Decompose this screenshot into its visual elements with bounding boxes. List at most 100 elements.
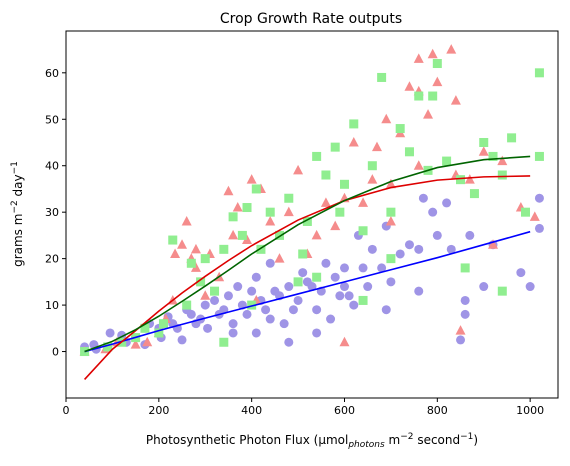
data-point-circle	[525, 282, 535, 292]
data-point-square	[293, 277, 303, 287]
data-point-square	[404, 147, 414, 157]
plot-frame	[65, 30, 559, 399]
data-point-square	[228, 212, 238, 222]
data-point-circle	[446, 244, 456, 254]
data-point-square	[497, 170, 507, 180]
data-point-square	[349, 119, 359, 129]
data-point-square	[312, 151, 322, 161]
data-point-square	[321, 170, 331, 180]
x-tick-label: 400	[241, 404, 262, 417]
data-point-triangle	[478, 146, 489, 156]
x-tick-label: 200	[148, 404, 169, 417]
data-point-square	[80, 347, 90, 357]
data-point-circle	[363, 282, 373, 292]
data-point-triangle	[246, 174, 257, 184]
plot-area	[79, 44, 544, 380]
data-point-triangle	[283, 206, 294, 217]
data-point-triangle	[311, 229, 322, 240]
data-point-circle	[312, 328, 322, 338]
data-point-circle	[200, 300, 210, 310]
data-point-circle	[339, 282, 349, 292]
data-point-circle	[326, 314, 336, 324]
data-point-square	[219, 244, 229, 254]
data-point-circle	[251, 272, 261, 282]
data-point-circle	[261, 305, 271, 315]
data-point-circle	[177, 335, 187, 345]
data-point-triangle	[358, 197, 369, 207]
data-point-square	[386, 207, 396, 217]
data-point-square	[186, 258, 196, 268]
data-point-square	[358, 295, 368, 305]
y-tick-label: 0	[52, 346, 59, 359]
data-point-square	[414, 91, 424, 101]
data-point-triangle	[265, 215, 276, 226]
data-point-circle	[404, 240, 414, 250]
y-axis-label-superscript: −2	[10, 200, 20, 213]
data-point-square	[219, 337, 229, 347]
data-point-triangle	[228, 229, 239, 240]
data-point-square	[247, 300, 257, 310]
data-point-triangle	[130, 339, 141, 349]
data-point-triangle	[200, 290, 211, 300]
fit-curve-line	[84, 230, 531, 353]
data-point-circle	[284, 337, 294, 347]
data-point-triangle	[223, 185, 234, 196]
data-point-triangle	[455, 325, 466, 335]
data-point-circle	[367, 244, 377, 254]
y-axis: 0 10 20 30 40 50 60	[45, 67, 66, 359]
data-point-square	[140, 323, 150, 333]
data-point-triangle	[348, 136, 359, 147]
data-point-circle	[349, 300, 359, 310]
data-point-circle	[210, 295, 220, 305]
data-point-circle	[251, 328, 261, 338]
data-point-square	[275, 230, 285, 240]
data-point-circle	[307, 282, 317, 292]
data-point-square	[507, 133, 517, 143]
y-axis-label-main: grams m	[11, 214, 25, 267]
data-point-triangle	[367, 174, 378, 184]
data-point-square	[158, 319, 168, 329]
data-point-triangle	[330, 220, 341, 231]
data-point-triangle	[242, 234, 253, 245]
data-point-square	[367, 161, 377, 171]
data-point-triangle	[450, 95, 461, 105]
data-point-triangle	[385, 178, 396, 189]
y-tick-label: 30	[45, 206, 59, 219]
data-point-circle	[321, 258, 331, 268]
data-point-circle	[377, 263, 387, 273]
data-point-square	[521, 207, 531, 217]
data-point-circle	[265, 314, 275, 324]
data-point-square	[265, 207, 275, 217]
data-point-circle	[284, 282, 294, 292]
data-point-circle	[432, 230, 442, 240]
data-point-circle	[395, 249, 405, 259]
data-point-triangle	[339, 336, 350, 347]
x-axis-label-superscript: −1	[460, 432, 473, 442]
data-point-circle	[105, 328, 115, 338]
data-point-triangle	[497, 155, 508, 166]
data-point-square	[298, 249, 308, 259]
data-point-square	[432, 59, 442, 69]
data-point-circle	[386, 277, 396, 287]
data-point-square	[386, 254, 396, 264]
data-point-circle	[223, 291, 233, 301]
data-point-triangle	[190, 243, 201, 254]
data-point-circle	[456, 335, 466, 345]
data-point-circle	[516, 268, 526, 278]
data-point-square	[237, 230, 247, 240]
data-point-triangle	[177, 239, 188, 249]
data-point-square	[335, 207, 345, 217]
chart-title: Crop Growth Rate outputs	[220, 11, 402, 27]
data-point-square	[103, 342, 113, 352]
x-axis-label-end: )	[473, 433, 478, 447]
data-point-triangle	[464, 174, 475, 184]
x-axis-label: Photosynthetic Photon Flux (µmolphotons …	[146, 432, 478, 450]
data-point-circle	[203, 323, 213, 333]
data-point-circle	[460, 309, 470, 319]
data-point-triangle	[423, 109, 434, 119]
data-point-circle	[228, 328, 238, 338]
data-point-circle	[381, 305, 391, 315]
data-point-triangle	[385, 215, 396, 226]
